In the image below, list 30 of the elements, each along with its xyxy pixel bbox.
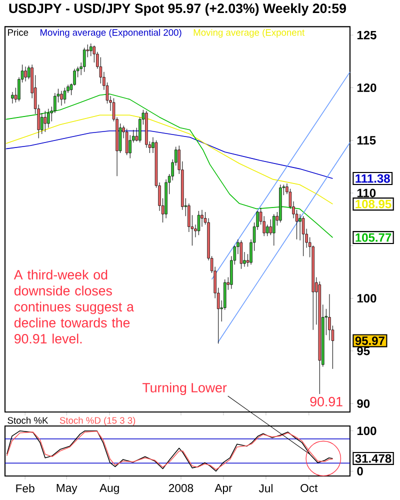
x-tick-label: Aug [100,484,119,494]
y-tick-label: 100 [357,426,376,436]
annotation: 90.91 [310,396,342,406]
annotation: 31.478 [355,454,392,463]
x-tick-label: May [56,484,78,494]
y-tick-label: 0 [357,466,363,476]
y-tick-label: 115 [357,136,376,145]
text: Price [8,28,28,36]
annotation: 111.38 [356,174,390,183]
chart-title: USDJPY - USD/JPY Spot 95.97 (+2.03%) Weekly 20:59 [9,3,346,16]
annotation: A third-week od downside closes continues suggest a decline towards the 90.91 level. [14,270,134,344]
y-tick-label: 100 [357,294,376,303]
annotation: 95.97 [355,336,384,345]
x-tick-label: Feb [16,484,34,492]
annotation: Turning Lower [142,382,227,396]
series-label: Stoch %D (15 3 3) [60,416,136,426]
annotation: 105.77 [356,233,392,242]
y-tick-label: 120 [357,83,376,92]
annotation: 108.95 [356,200,392,208]
x-tick-label: Oct [300,484,318,492]
x-tick-label: Apr [214,484,232,494]
y-tick-label: 95 [357,346,370,356]
series-label: Stoch %K [8,416,48,424]
x-tick-label: Jul [258,484,272,492]
y-tick-label: 110 [357,188,376,198]
y-tick-label: 90 [357,399,370,408]
text: Moving average (Exponential 200) [40,28,182,38]
text: Moving average (Exponent [194,28,305,38]
y-tick-label: 125 [357,30,376,40]
x-tick-label: 2008 [168,484,194,492]
